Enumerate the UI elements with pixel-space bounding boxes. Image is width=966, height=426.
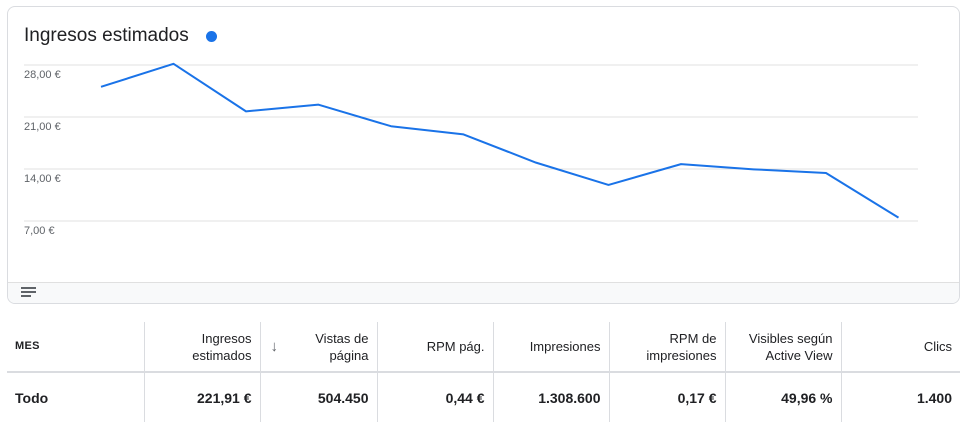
- header-impresiones[interactable]: Impresiones: [492, 322, 610, 373]
- cell-rpm-pag: 0,44 €: [376, 371, 494, 422]
- data-point[interactable]: [895, 214, 903, 222]
- data-point[interactable]: [822, 169, 830, 177]
- table-view-icon[interactable]: [21, 287, 36, 299]
- data-table: MES Ingresos estimados ↓ Vistas de página …: [7, 322, 960, 422]
- cell-vistas-de-pagina: 504.450: [259, 371, 378, 422]
- chart-card: Ingresos estimados 7,00 € 14,00 € 21,00 € 2…: [7, 6, 960, 304]
- data-point[interactable]: [170, 60, 178, 68]
- cell-visibles-active-view: 49,96 %: [724, 371, 842, 422]
- header-rpm-impresiones[interactable]: RPM de impresiones: [608, 322, 726, 373]
- line-chart: 7,00 €14,00 €21,00 €28,00 €feb 2022abrju…: [24, 60, 918, 301]
- cell-impresiones: 1.308.600: [492, 371, 610, 422]
- y-tick-label: 7,00 €: [24, 225, 55, 237]
- arrow-down-icon: ↓: [270, 338, 279, 355]
- data-point[interactable]: [605, 181, 613, 189]
- header-vistas-de-pagina[interactable]: ↓ Vistas de página: [259, 322, 378, 373]
- cell-rpm-impresiones: 0,17 €: [608, 371, 726, 422]
- cell-ingresos-estimados: 221,91 €: [143, 371, 261, 422]
- cell-clics: 1.400: [840, 371, 960, 422]
- data-point[interactable]: [387, 122, 395, 130]
- header-ingresos-estimados[interactable]: Ingresos estimados: [143, 322, 261, 373]
- header-visibles-active-view[interactable]: Visibles según Active View: [724, 322, 842, 373]
- data-point[interactable]: [315, 101, 323, 109]
- y-tick-label: 21,00 €: [24, 121, 61, 133]
- chart-title-row: Ingresos estimados: [24, 25, 217, 47]
- data-point[interactable]: [97, 83, 105, 91]
- chart-title: Ingresos estimados: [24, 25, 189, 46]
- x-axis-strip: [8, 282, 959, 303]
- header-clics[interactable]: Clics: [840, 322, 960, 373]
- y-tick-label: 14,00 €: [24, 173, 61, 185]
- table-header-row: MES Ingresos estimados ↓ Vistas de página …: [7, 322, 960, 373]
- data-point[interactable]: [677, 160, 685, 168]
- cell-mes: Todo: [7, 371, 145, 422]
- data-point[interactable]: [532, 159, 540, 167]
- series-line: [100, 62, 900, 219]
- data-point[interactable]: [460, 130, 468, 138]
- table-row: Todo 221,91 € 504.450 0,44 € 1.308.600 0…: [7, 371, 960, 422]
- legend-dot-icon: [205, 30, 217, 42]
- header-rpm-pag[interactable]: RPM pág.: [376, 322, 494, 373]
- data-point[interactable]: [242, 107, 250, 115]
- y-tick-label: 28,00 €: [24, 69, 61, 81]
- data-point[interactable]: [750, 165, 758, 173]
- header-mes[interactable]: MES: [7, 322, 145, 373]
